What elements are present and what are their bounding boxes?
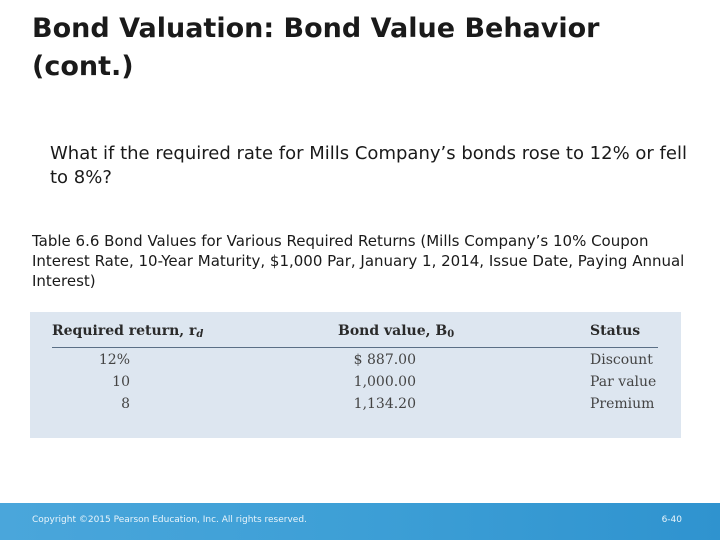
cell-required-return: 12%: [98, 352, 130, 368]
cell-required-return: 8: [121, 396, 130, 412]
question-text: What if the required rate for Mills Comp…: [50, 143, 687, 188]
cell-required-return: 10: [112, 374, 130, 390]
table-caption: Table 6.6 Bond Values for Various Requir…: [32, 232, 685, 290]
cell-bond-value: $ 887.00: [353, 352, 416, 368]
header-divider: [52, 347, 658, 348]
cell-status: Discount: [590, 352, 653, 368]
page-number: 6-40: [661, 515, 682, 525]
cell-status: Par value: [590, 374, 657, 390]
cell-bond-value: 1,134.20: [353, 396, 416, 412]
header-bond-value: Bond value, B0: [338, 323, 455, 340]
bond-values-table: Required return, rd Bond value, B0 Statu…: [30, 312, 681, 438]
copyright-text: Copyright ©2015 Pearson Education, Inc. …: [32, 515, 307, 525]
cell-status: Premium: [590, 396, 655, 412]
header-required-return-subscript: d: [196, 329, 204, 340]
header-required-return: Required return, rd: [52, 323, 204, 340]
header-status: Status: [590, 323, 641, 339]
slide-title: Bond Valuation: Bond Value Behavior (con…: [32, 13, 600, 82]
header-bond-value-subscript: 0: [447, 329, 455, 340]
cell-bond-value: 1,000.00: [353, 374, 416, 390]
footer-bar: Copyright ©2015 Pearson Education, Inc. …: [0, 503, 720, 540]
